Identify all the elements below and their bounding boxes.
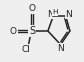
Text: S: S <box>29 26 35 36</box>
Text: H: H <box>52 9 57 15</box>
Text: N: N <box>65 10 72 19</box>
Text: N: N <box>47 10 53 19</box>
Text: N: N <box>57 44 64 53</box>
Text: O: O <box>10 26 17 36</box>
Text: O: O <box>29 4 36 13</box>
Text: Cl: Cl <box>21 45 30 54</box>
